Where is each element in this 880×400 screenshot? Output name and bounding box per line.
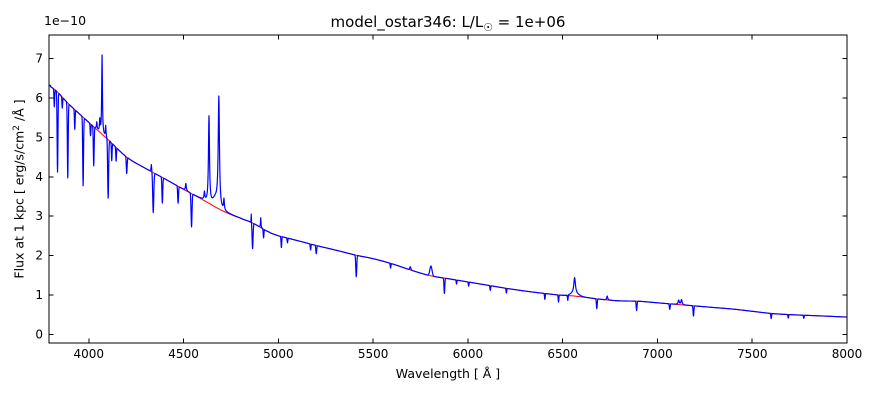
spectrum-line — [48, 54, 848, 320]
y-label-suffix: /Å ] — [11, 99, 27, 126]
y-tick-label: 4 — [35, 170, 43, 184]
x-tick-label: 6000 — [453, 347, 484, 361]
y-label-superscript: 2 — [12, 125, 22, 131]
axis-tick-labels: 4000 4500 5000 5500 6000 6500 7000 7500 8000 0 1 2 3… — [35, 52, 862, 361]
continuum-line — [48, 84, 848, 318]
y-label-prefix: Flux at 1 kpc [ erg/s/cm — [11, 130, 27, 279]
plot-title-suffix: = 1e+06 — [492, 13, 566, 31]
x-tick-label: 5500 — [358, 347, 389, 361]
y-tick-label: 0 — [35, 327, 43, 341]
x-axis-label: Wavelength [ Å ] — [395, 366, 501, 381]
y-tick-label: 7 — [35, 52, 43, 66]
y-tick-label: 6 — [35, 91, 43, 105]
y-tick-label: 2 — [35, 249, 43, 263]
y-axis-offset-label: 1e−10 — [44, 13, 87, 28]
sun-symbol-subscript: ☉ — [483, 20, 493, 34]
y-tick-label: 1 — [35, 288, 43, 302]
axes-frame — [48, 34, 848, 344]
x-tick-label: 7000 — [642, 347, 673, 361]
x-tick-label: 4000 — [74, 347, 105, 361]
x-tick-label: 6500 — [547, 347, 578, 361]
x-tick-label: 8000 — [832, 347, 863, 361]
y-tick-label: 5 — [35, 130, 43, 144]
y-tick-label: 3 — [35, 209, 43, 223]
y-axis-label: Flux at 1 kpc [ erg/s/cm2 /Å ] — [12, 99, 27, 278]
x-tick-label: 5000 — [263, 347, 294, 361]
x-tick-label: 4500 — [168, 347, 199, 361]
plot-title: model_ostar346: L/L☉ = 1e+06 — [49, 13, 847, 34]
axis-ticks — [49, 35, 848, 343]
plot-title-prefix: model_ostar346: L/L — [330, 13, 484, 31]
x-tick-label: 7500 — [737, 347, 768, 361]
